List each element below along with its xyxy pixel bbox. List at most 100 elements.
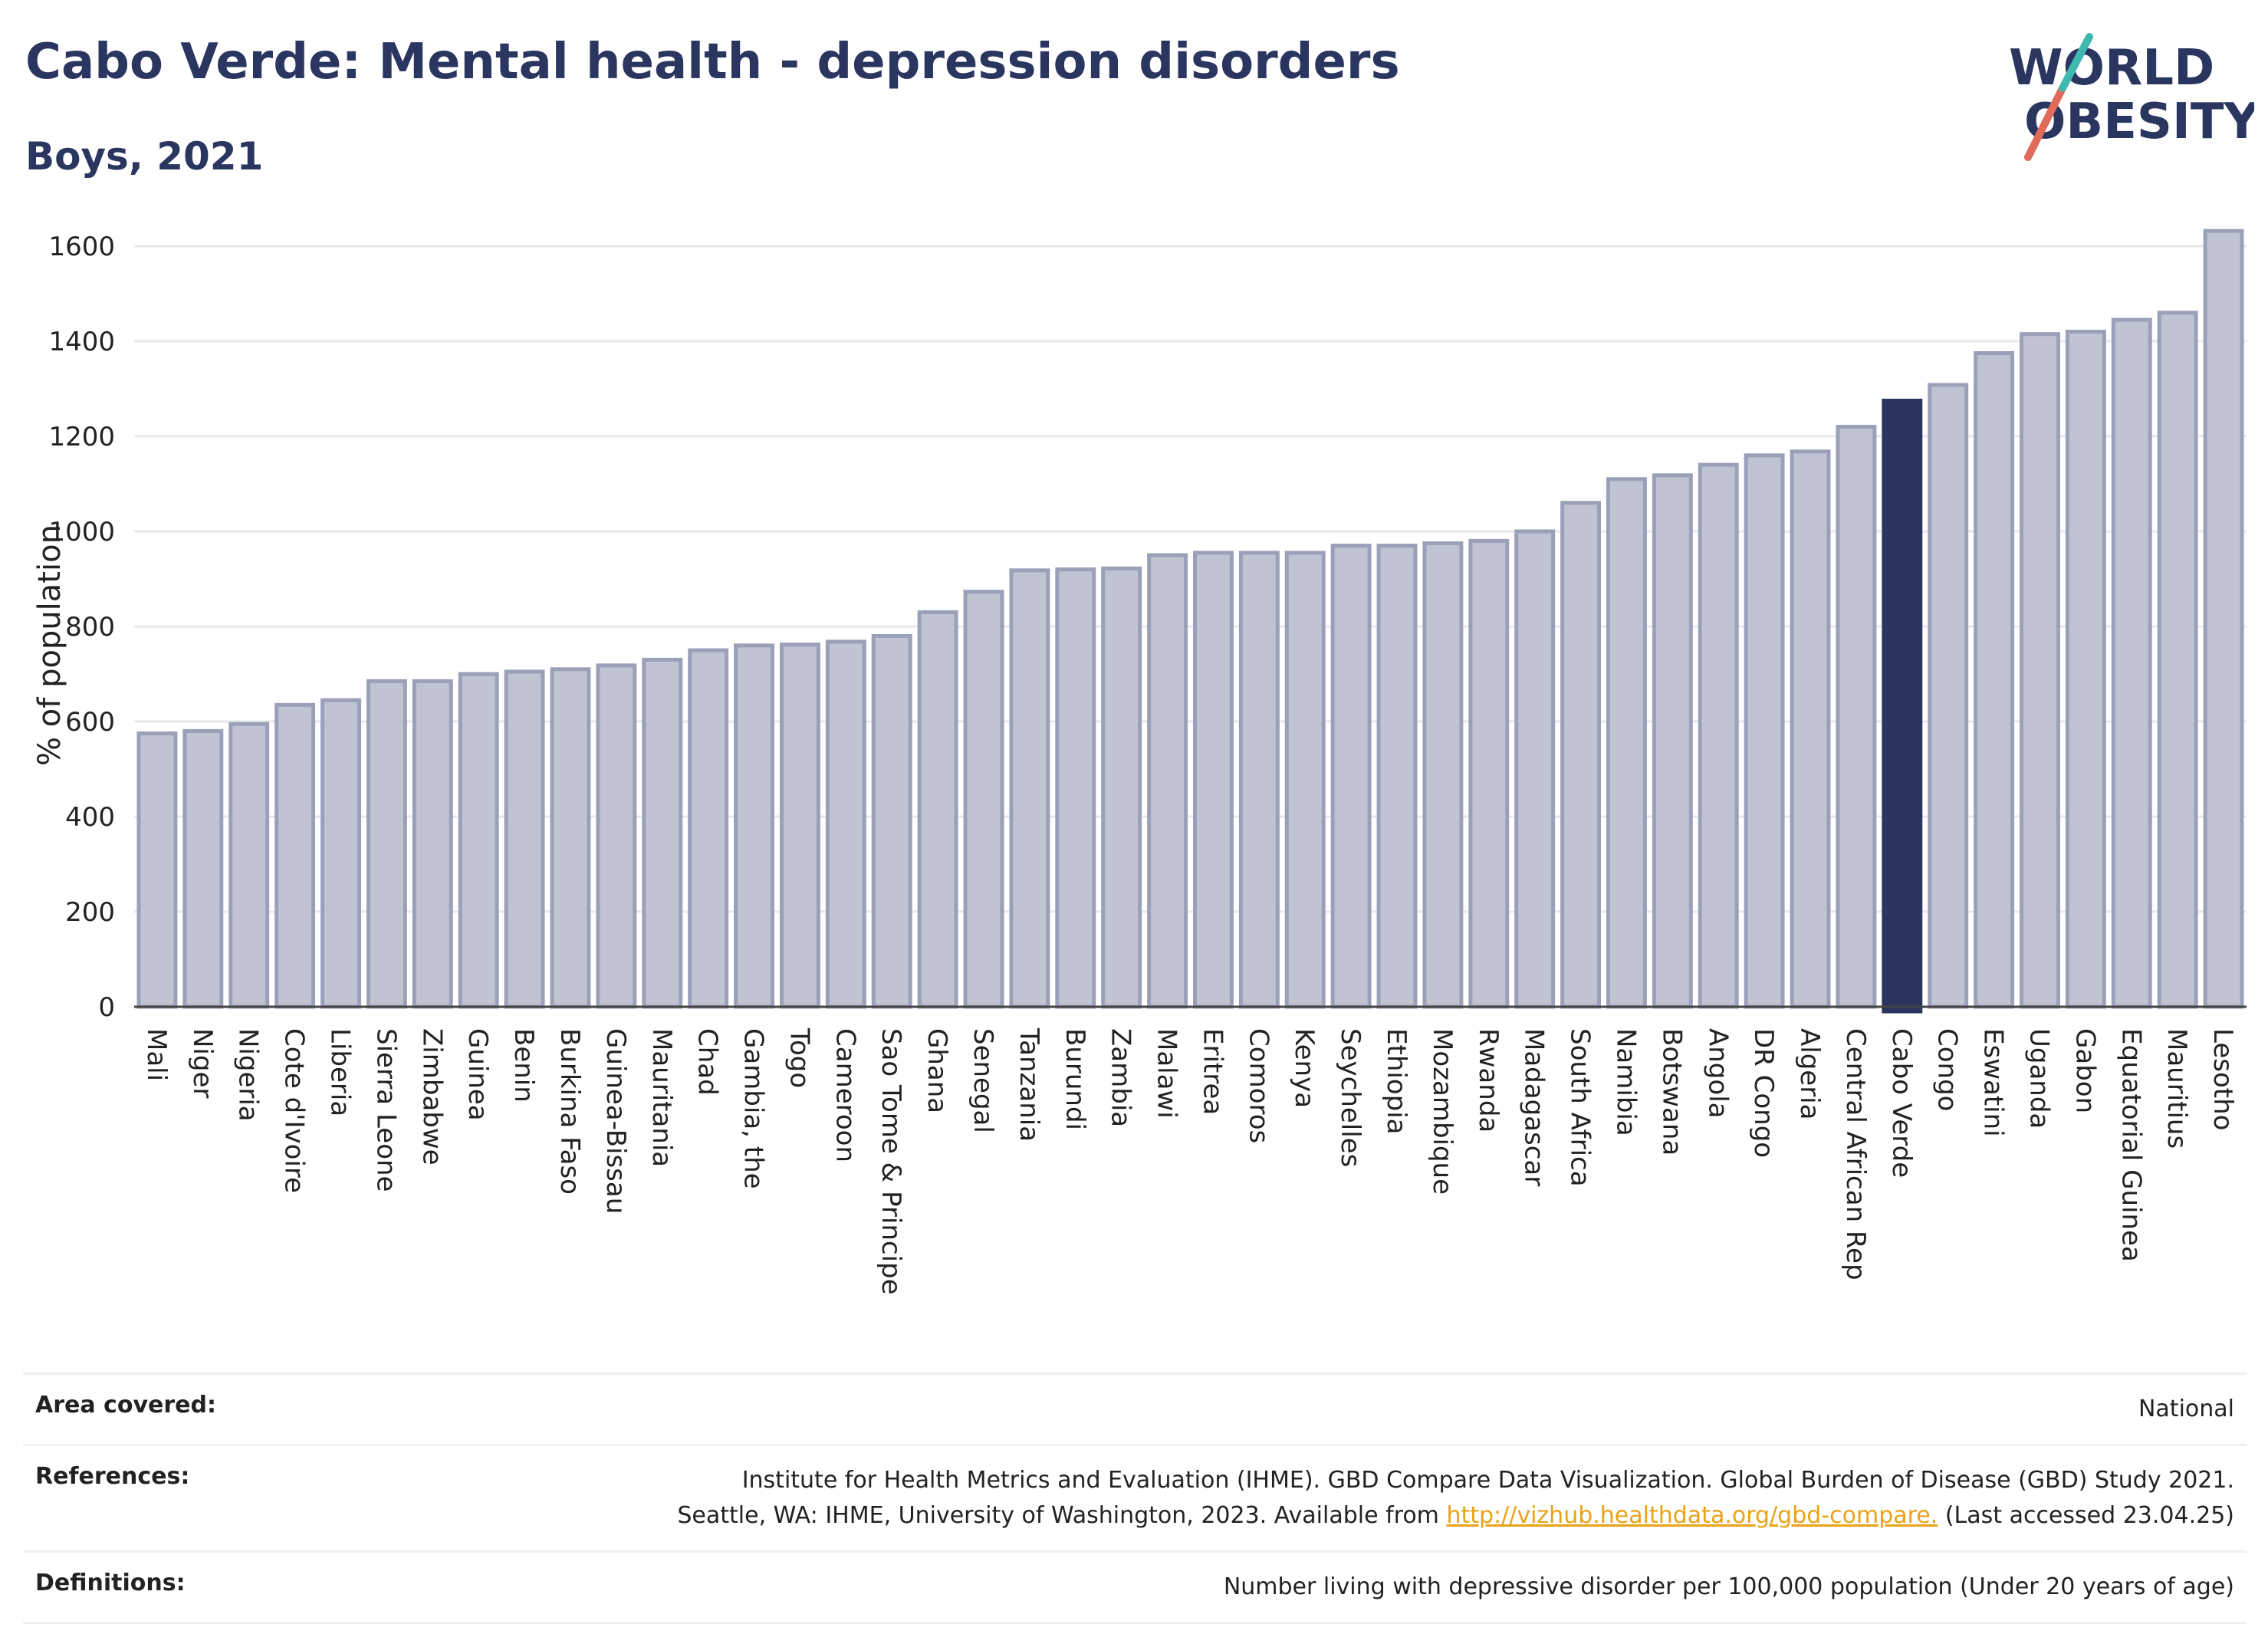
bar [412, 679, 453, 1009]
bar [1009, 568, 1050, 1009]
references-value: Institute for Health Metrics and Evaluat… [677, 1463, 2234, 1534]
x-tick-label: Congo [1932, 1028, 1963, 1111]
y-tick-label: 1600 [48, 232, 115, 262]
area-value: National [2138, 1396, 2234, 1422]
references-line1: Institute for Health Metrics and Evaluat… [741, 1467, 2234, 1494]
x-tick-label: Cameroon [830, 1028, 860, 1162]
x-tick-label: Zambia [1106, 1028, 1136, 1127]
x-tick-label: Tanzania [1014, 1027, 1044, 1142]
definitions-value: Number living with depressive disorder p… [1223, 1573, 2234, 1600]
x-tick-label: Niger [187, 1028, 218, 1098]
y-tick-label: 800 [65, 612, 115, 643]
bar [1790, 449, 1831, 1009]
bar [688, 648, 729, 1009]
y-tick-label: 1200 [48, 422, 115, 452]
x-tick-label: Benin [508, 1028, 539, 1103]
bar [1238, 551, 1280, 1009]
x-tick-label: Ethiopia [1381, 1028, 1412, 1134]
y-tick-label: 0 [98, 992, 115, 1023]
bar [1376, 544, 1418, 1009]
references-link[interactable]: http://vizhub.healthdata.org/gbd-compare… [1446, 1502, 1938, 1529]
area-label: Area covered: [35, 1392, 216, 1419]
logo-line2: OBESITY [2024, 94, 2254, 150]
x-tick-label: Ghana [922, 1028, 952, 1113]
y-tick-label: 1000 [48, 517, 115, 547]
logo-line1: WORLD [2009, 40, 2214, 97]
bar [1284, 551, 1326, 1009]
x-tick-label: Kenya [1289, 1028, 1320, 1108]
bar [642, 657, 683, 1009]
bar [596, 663, 637, 1009]
x-tick-label: Burkina Faso [554, 1028, 585, 1195]
y-axis: 0 200 400 600 800 1000 1200 1400 1600 [48, 232, 115, 1023]
x-tick-label: Algeria [1794, 1028, 1825, 1119]
bar [779, 643, 820, 1009]
logo-slash-lower [2024, 84, 2066, 161]
x-tick-label: Seychelles [1335, 1028, 1366, 1167]
x-tick-label: Guinea-Bissau [600, 1028, 631, 1214]
x-tick-label: Angola [1702, 1028, 1733, 1118]
bar [458, 672, 499, 1009]
x-tick-label: Mauritius [2161, 1028, 2192, 1149]
x-tick-label: Rwanda [1473, 1028, 1504, 1133]
bar [1698, 462, 1739, 1009]
x-tick-label: South Africa [1565, 1028, 1596, 1187]
x-tick-label: Guinea [462, 1028, 493, 1121]
x-tick-label: Madagascar [1519, 1028, 1550, 1186]
bar [1836, 425, 1877, 1009]
references-line2-suffix: (Last accessed 23.04.25) [1938, 1502, 2234, 1529]
definitions-label: Definitions: [35, 1570, 186, 1596]
x-tick-label: Cabo Verde [1886, 1028, 1917, 1178]
chart-subtitle: Boys, 2021 [25, 134, 264, 179]
bar [2020, 332, 2060, 1009]
bar [2065, 330, 2106, 1009]
bar-highlighted [1882, 399, 1923, 1014]
bar [274, 702, 316, 1009]
x-tick-label: Chad [692, 1028, 723, 1096]
x-tick-label: Cote d'Ivoire [279, 1028, 310, 1193]
x-tick-label: Eswatini [1978, 1028, 2009, 1137]
x-tick-label: Central African Rep [1840, 1028, 1871, 1281]
bar [2203, 228, 2244, 1009]
x-tick-label: Lesotho [2207, 1028, 2238, 1130]
bar [1422, 541, 1464, 1009]
info-row-references: References: Institute for Health Metrics… [23, 1444, 2247, 1550]
bar [320, 698, 361, 1009]
x-tick-label: Gabon [2069, 1028, 2100, 1113]
x-tick-label: DR Congo [1748, 1028, 1779, 1158]
bar [1147, 553, 1188, 1009]
x-tick-label: Mali [141, 1028, 172, 1081]
bar [182, 728, 224, 1009]
x-tick-label: Zimbabwe [416, 1028, 447, 1165]
references-label: References: [35, 1463, 190, 1490]
bar [504, 669, 545, 1009]
info-table: Area covered: National References: Insti… [23, 1373, 2247, 1624]
bar [917, 610, 958, 1009]
bar [1744, 453, 1785, 1009]
bar [136, 732, 178, 1009]
x-tick-label: Eritrea [1197, 1028, 1228, 1115]
y-tick-label: 600 [65, 707, 115, 738]
y-tick-label: 1400 [48, 327, 115, 357]
bar [1560, 501, 1602, 1009]
x-tick-label: Mozambique [1427, 1028, 1458, 1195]
x-tick-label: Liberia [325, 1028, 356, 1116]
x-tick-label: Nigeria [233, 1028, 264, 1122]
bar [871, 633, 912, 1009]
chart-title: Cabo Verde: Mental health - depression d… [25, 34, 1400, 90]
y-tick-label: 200 [65, 897, 115, 928]
x-axis: Mali Niger Nigeria Cote d'Ivoire Liberia Sier… [134, 1005, 2247, 1295]
bar [1192, 551, 1234, 1009]
x-tick-label: Uganda [2023, 1028, 2054, 1129]
x-tick-label: Burundi [1060, 1028, 1090, 1130]
x-tick-label: Togo [784, 1027, 814, 1088]
bar [1055, 567, 1096, 1009]
x-tick-label: Comoros [1243, 1028, 1274, 1143]
info-row-definitions: Definitions: Number living with depressi… [23, 1550, 2247, 1624]
bar-chart: 0 200 400 600 800 1000 1200 1400 1600 Mali Niger N… [32, 228, 2247, 1295]
x-tick-label: Sierra Leone [370, 1028, 401, 1192]
bar [963, 590, 1004, 1009]
info-row-area: Area covered: National [23, 1373, 2247, 1444]
x-tick-label: Mauritania [646, 1028, 677, 1167]
bar [1652, 473, 1693, 1009]
